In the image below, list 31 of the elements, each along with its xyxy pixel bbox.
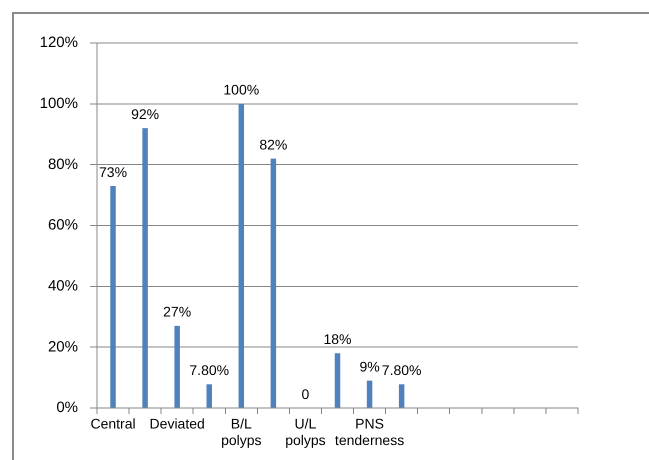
x-tick-label: B/L polyps xyxy=(221,415,262,448)
y-tick-label: 60% xyxy=(48,216,78,234)
bar xyxy=(142,128,148,408)
bar xyxy=(238,104,244,408)
data-label: 18% xyxy=(323,331,352,348)
y-tick-label: 120% xyxy=(40,34,78,52)
bar xyxy=(398,384,404,408)
y-tick-label: 40% xyxy=(48,277,78,294)
bar xyxy=(270,158,276,408)
y-tick-label: 80% xyxy=(48,156,78,173)
data-label: 100% xyxy=(223,82,260,98)
data-label: 9% xyxy=(359,358,380,374)
data-label: 92% xyxy=(131,106,160,122)
bar xyxy=(174,326,180,408)
data-label: 7.80% xyxy=(382,362,422,378)
bar xyxy=(334,353,340,408)
x-tick-label: Central xyxy=(90,415,136,432)
x-tick-label: PNS tenderness xyxy=(334,415,404,448)
bar xyxy=(206,384,212,408)
data-label: 0 xyxy=(302,386,310,402)
data-label: 73% xyxy=(99,164,128,180)
data-label: 27% xyxy=(163,304,192,320)
data-label: 7.80% xyxy=(189,362,230,378)
data-label: 82% xyxy=(259,136,288,152)
bar xyxy=(110,186,116,408)
y-tick-label: 100% xyxy=(40,94,78,112)
x-tick-label: U/L polyps xyxy=(285,415,326,448)
x-tick-label: Deviated xyxy=(150,415,205,432)
y-tick-label: 20% xyxy=(48,338,78,356)
bar xyxy=(366,380,372,408)
y-tick-label: 0% xyxy=(56,399,78,416)
